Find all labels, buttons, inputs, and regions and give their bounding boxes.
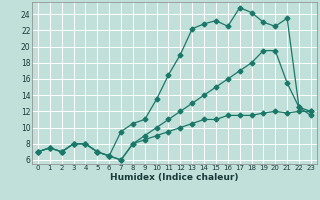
X-axis label: Humidex (Indice chaleur): Humidex (Indice chaleur) bbox=[110, 173, 239, 182]
